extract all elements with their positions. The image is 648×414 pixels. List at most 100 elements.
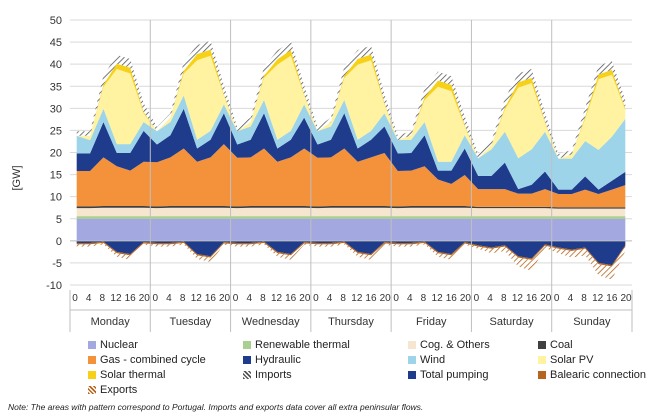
legend-swatch (538, 370, 546, 379)
area-nuclear (76, 218, 626, 241)
legend-item: Nuclear (88, 338, 138, 351)
legend-item: Gas - combined cycle (88, 353, 206, 366)
hour-tick-label: 12 (191, 293, 203, 304)
hour-tick-label: 4 (246, 293, 252, 304)
legend-item: Balearic connection (538, 368, 646, 381)
legend-swatch (243, 355, 251, 364)
hour-tick-label: 4 (166, 293, 172, 304)
area-solar-pv (76, 55, 626, 162)
hour-tick-label: 4 (327, 293, 333, 304)
y-tick-label: 10 (50, 192, 62, 204)
area-renewable-thermal (76, 216, 626, 219)
legend-label: Nuclear (100, 338, 138, 351)
area-wind (76, 95, 626, 190)
area-total-pumping (76, 240, 626, 266)
y-tick-label: 5 (56, 214, 62, 226)
legend-swatch (243, 340, 251, 349)
hour-tick-label: 8 (421, 293, 427, 304)
y-tick-label: 40 (50, 59, 62, 71)
hour-tick-label: 12 (110, 293, 122, 304)
legend-swatch (538, 355, 546, 364)
footnote: Note: The areas with pattern correspond … (8, 402, 424, 412)
y-tick-label: 0 (56, 236, 62, 248)
legend-swatch (88, 355, 96, 364)
y-axis-label: [GW] (11, 165, 23, 190)
area-balearic-connection (76, 241, 626, 267)
legend-item: Imports (243, 368, 292, 381)
legend-label: Cog. & Others (420, 338, 490, 351)
hour-tick-label: 4 (86, 293, 92, 304)
hour-tick-label: 4 (407, 293, 413, 304)
hour-tick-label: 8 (260, 293, 266, 304)
hour-tick-label: 12 (351, 293, 363, 304)
y-tick-label: 45 (50, 37, 62, 49)
legend-label: Imports (255, 368, 292, 381)
day-label: Tuesday (170, 316, 212, 328)
hour-tick-label: 12 (271, 293, 283, 304)
legend-swatch (408, 370, 416, 379)
hour-tick-label: 4 (568, 293, 574, 304)
area-imports (76, 40, 626, 159)
hour-tick-label: 0 (72, 293, 78, 304)
day-label: Sunday (573, 316, 611, 328)
area-hydraulic (76, 108, 626, 195)
hour-tick-label: 0 (554, 293, 560, 304)
legend-swatch (88, 340, 96, 349)
day-label: Saturday (490, 316, 535, 328)
y-tick-label: 25 (50, 125, 62, 137)
legend-swatch (538, 340, 546, 349)
legend-item: Solar thermal (88, 368, 165, 381)
day-label: Monday (91, 316, 131, 328)
hour-tick-label: 16 (125, 293, 137, 304)
hour-tick-label: 20 (299, 293, 311, 304)
legend-item: Cog. & Others (408, 338, 490, 351)
hour-tick-label: 16 (205, 293, 217, 304)
legend-label: Wind (420, 353, 446, 366)
hour-tick-label: 0 (313, 293, 319, 304)
hour-tick-label: 0 (474, 293, 480, 304)
legend-item: Coal (538, 338, 573, 351)
area-gas-combined-cycle (76, 144, 626, 208)
hour-tick-label: 0 (393, 293, 399, 304)
legend-label: Solar PV (550, 353, 594, 366)
legend-label: Exports (100, 383, 138, 396)
legend-label: Coal (550, 338, 573, 351)
legend-label: Renewable thermal (255, 338, 350, 351)
legend-label: Total pumping (420, 368, 489, 381)
day-label: Thursday (328, 316, 374, 328)
y-tick-label: -10 (46, 280, 62, 292)
hour-tick-label: 12 (592, 293, 604, 304)
hour-tick-label: 16 (526, 293, 538, 304)
hour-tick-label: 16 (285, 293, 297, 304)
legend-label: Balearic connection (550, 368, 647, 381)
legend-item: Renewable thermal (243, 338, 350, 351)
day-label: Wednesday (242, 316, 300, 328)
area-cog-others (76, 207, 626, 217)
y-tick-label: 30 (50, 103, 62, 115)
hour-tick-label: 20 (380, 293, 392, 304)
legend-label: Solar thermal (100, 368, 166, 381)
legend-item: Wind (408, 353, 445, 366)
hour-tick-label: 8 (501, 293, 507, 304)
hour-tick-label: 0 (153, 293, 159, 304)
y-tick-label: 15 (50, 170, 62, 182)
legend-item: Hydraulic (243, 353, 301, 366)
legend-swatch (88, 385, 96, 394)
hour-tick-label: 8 (180, 293, 186, 304)
area-series-group (76, 40, 626, 280)
hour-tick-label: 4 (487, 293, 493, 304)
hour-tick-label: 12 (512, 293, 524, 304)
area-exports (76, 243, 626, 280)
y-tick-label: 50 (50, 15, 62, 27)
hour-tick-label: 8 (581, 293, 587, 304)
hour-tick-label: 16 (365, 293, 377, 304)
legend-swatch (408, 340, 416, 349)
y-tick-label: 20 (50, 148, 62, 160)
hour-tick-label: 20 (620, 293, 632, 304)
legend-item: Exports (88, 383, 137, 396)
hour-tick-label: 8 (340, 293, 346, 304)
hour-tick-label: 8 (100, 293, 106, 304)
hour-tick-label: 20 (139, 293, 151, 304)
